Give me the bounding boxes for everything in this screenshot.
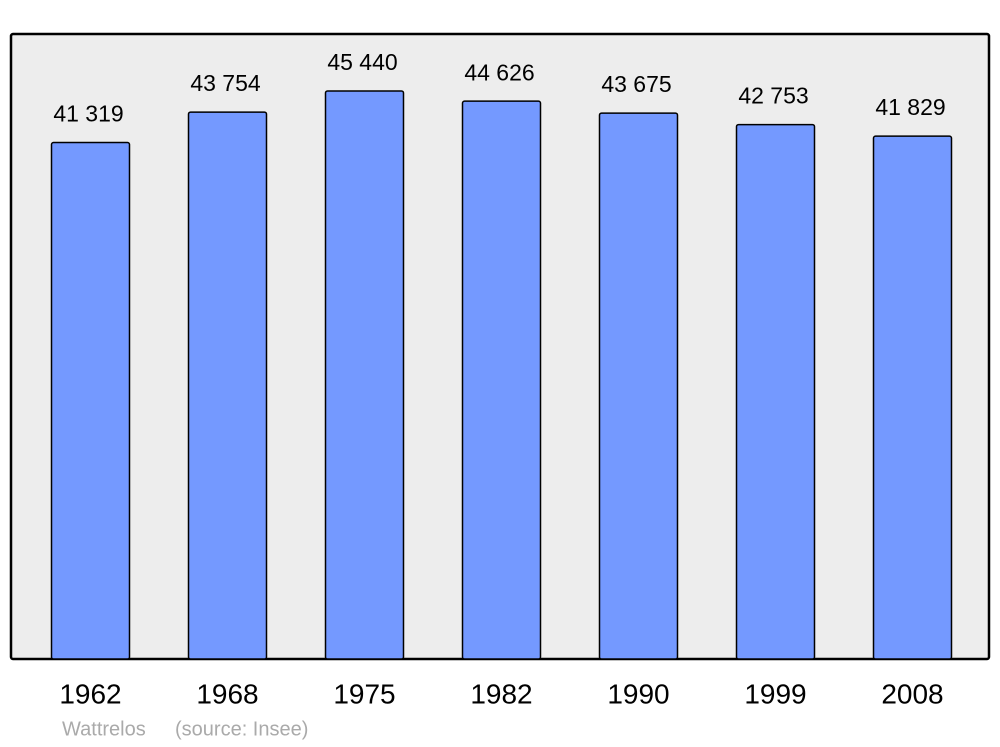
value-label: 41 829 [875,94,945,120]
bar [872,135,953,660]
x-tick-label: 1975 [333,678,395,709]
x-tick-label: 1962 [59,678,121,709]
x-tick-label: 1990 [607,678,669,709]
x-tick-label: 1999 [744,678,806,709]
place-name: Wattrelos [62,718,146,740]
x-tick-label: 1968 [196,678,258,709]
bar [50,141,131,660]
value-label: 43 675 [601,71,671,97]
value-label: 43 754 [190,70,261,96]
bar [187,111,268,660]
value-label: 44 626 [464,59,534,85]
value-label: 42 753 [738,83,808,109]
source-note: (source: Insee) [175,718,308,740]
value-label: 45 440 [327,49,397,75]
bar [598,112,679,660]
x-tick-label: 1982 [470,678,532,709]
value-label: 41 319 [53,101,123,127]
bar [324,90,405,660]
bar [735,123,816,660]
x-tick-label: 2008 [881,678,943,709]
bar [461,100,542,660]
